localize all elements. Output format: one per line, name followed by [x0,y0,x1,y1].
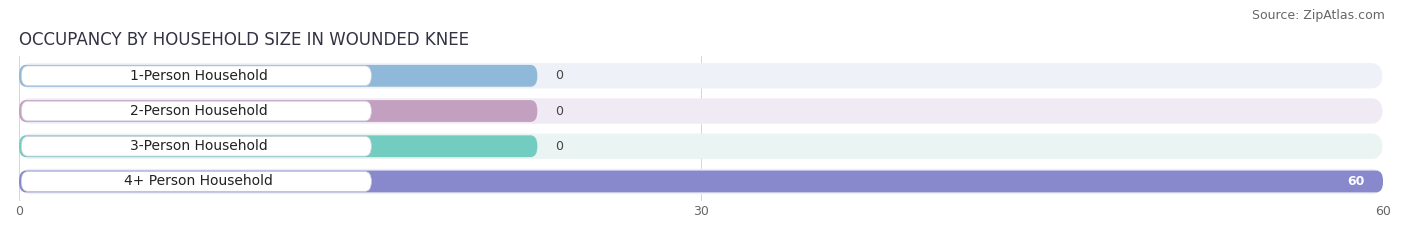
Text: OCCUPANCY BY HOUSEHOLD SIZE IN WOUNDED KNEE: OCCUPANCY BY HOUSEHOLD SIZE IN WOUNDED K… [20,31,470,49]
FancyBboxPatch shape [20,135,537,157]
FancyBboxPatch shape [20,171,1384,192]
FancyBboxPatch shape [21,136,371,156]
Text: 60: 60 [1347,175,1365,188]
FancyBboxPatch shape [20,65,537,87]
Text: 0: 0 [555,140,564,153]
FancyBboxPatch shape [21,101,371,121]
Text: Source: ZipAtlas.com: Source: ZipAtlas.com [1251,9,1385,22]
FancyBboxPatch shape [20,100,537,122]
Text: 3-Person Household: 3-Person Household [129,139,267,153]
FancyBboxPatch shape [20,98,1384,124]
Text: 4+ Person Household: 4+ Person Household [124,175,273,188]
Text: 1-Person Household: 1-Person Household [129,69,267,83]
FancyBboxPatch shape [20,63,1384,89]
FancyBboxPatch shape [20,169,1384,194]
FancyBboxPatch shape [21,171,371,191]
Text: 2-Person Household: 2-Person Household [129,104,267,118]
FancyBboxPatch shape [20,134,1384,159]
Text: 0: 0 [555,105,564,117]
Text: 0: 0 [555,69,564,82]
FancyBboxPatch shape [21,66,371,86]
